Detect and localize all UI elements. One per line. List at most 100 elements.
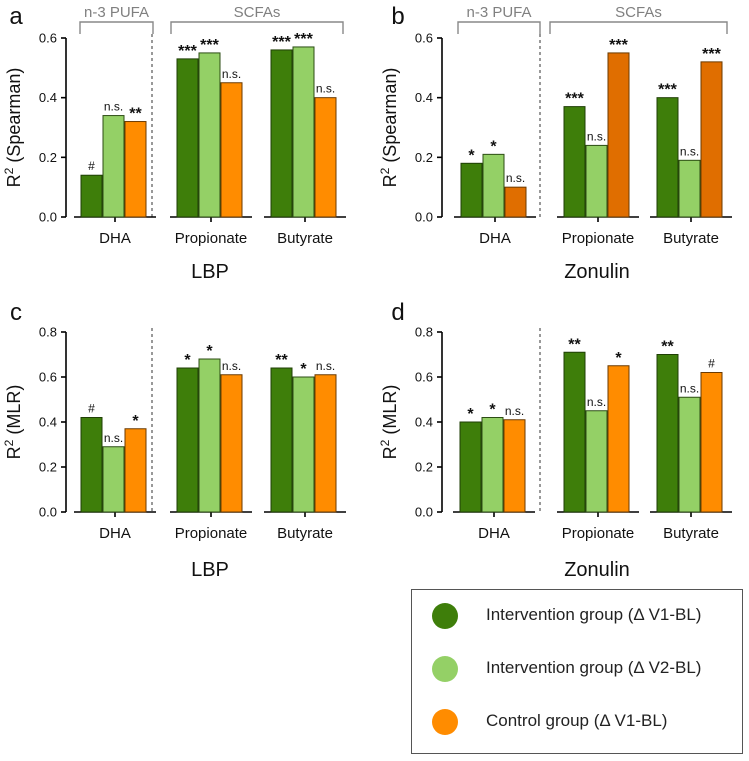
y-tick-label: 0.6: [39, 31, 57, 46]
bar: [607, 52, 630, 218]
bar: [270, 49, 293, 218]
bar: [460, 162, 483, 218]
group-bracket-label: n-3 PUFA: [466, 4, 531, 21]
bar: [607, 365, 630, 513]
significance-label: ***: [294, 31, 313, 48]
bar: [482, 153, 505, 218]
significance-label: n.s.: [505, 404, 524, 418]
significance-label: *: [206, 343, 213, 360]
y-tick-label: 0.4: [39, 90, 57, 105]
legend-item-intervention-v1: Intervention group (Δ V1-BL): [412, 596, 742, 636]
y-tick-label: 0.0: [39, 505, 57, 520]
x-tick-label: Propionate: [175, 230, 248, 247]
significance-label: **: [568, 336, 581, 353]
x-axis-label: Zonulin: [564, 559, 630, 581]
bar: [102, 446, 125, 513]
significance-label: n.s.: [506, 171, 525, 185]
panel-letter: a: [9, 3, 23, 30]
legend-swatch-intervention-v2: [432, 656, 458, 682]
significance-label: ***: [200, 37, 219, 54]
y-tick-label: 0.8: [39, 325, 57, 340]
significance-label: *: [468, 147, 475, 164]
x-tick-label: Propionate: [562, 525, 635, 542]
y-axis-label: R2 (Spearman): [2, 68, 24, 188]
panel-letter: b: [391, 3, 404, 30]
bar: [198, 358, 221, 513]
y-tick-label: 0.0: [415, 210, 433, 225]
y-tick-label: 0.4: [415, 90, 433, 105]
legend-label-control-v1: Control group (Δ V1-BL): [486, 711, 668, 730]
bar: [124, 121, 147, 218]
x-axis-label: LBP: [191, 261, 229, 283]
bar: [503, 419, 526, 513]
x-axis-label: LBP: [191, 559, 229, 581]
significance-label: *: [615, 350, 622, 367]
bar: [220, 82, 243, 218]
y-tick-label: 0.0: [415, 505, 433, 520]
y-tick-label: 0.2: [415, 460, 433, 475]
x-tick-label: DHA: [478, 525, 510, 542]
significance-label: n.s.: [222, 359, 241, 373]
bar: [314, 374, 337, 513]
significance-label: *: [300, 361, 307, 378]
x-tick-label: Butyrate: [277, 525, 333, 542]
bar: [80, 417, 103, 513]
x-axis-label: Zonulin: [564, 261, 630, 283]
y-tick-label: 0.8: [415, 325, 433, 340]
significance-label: n.s.: [222, 67, 241, 81]
group-bracket-label: SCFAs: [234, 4, 281, 21]
significance-label: ***: [702, 46, 721, 63]
significance-label: n.s.: [316, 82, 335, 96]
significance-label: n.s.: [316, 359, 335, 373]
significance-label: *: [467, 406, 474, 423]
y-tick-label: 0.6: [415, 370, 433, 385]
bar: [459, 421, 482, 513]
x-tick-label: Butyrate: [277, 230, 333, 247]
bar: [220, 374, 243, 513]
legend-swatch-intervention-v1: [432, 603, 458, 629]
x-tick-label: Propionate: [175, 525, 248, 542]
bar: [585, 410, 608, 513]
significance-label: *: [489, 402, 496, 419]
bar: [656, 97, 679, 218]
group-bracket: [457, 21, 541, 34]
x-tick-label: DHA: [479, 230, 511, 247]
significance-label: #: [88, 402, 95, 416]
panel-letter: d: [391, 299, 404, 326]
significance-label: ***: [178, 43, 197, 60]
bar: [176, 58, 199, 218]
significance-label: n.s.: [680, 381, 699, 395]
significance-label: #: [88, 159, 95, 173]
y-tick-label: 0.4: [39, 415, 57, 430]
x-tick-label: Propionate: [562, 230, 635, 247]
x-tick-label: Butyrate: [663, 525, 719, 542]
significance-label: *: [184, 352, 191, 369]
y-tick-label: 0.0: [39, 210, 57, 225]
y-axis-label: R2 (Spearman): [378, 68, 400, 188]
bar: [124, 428, 147, 513]
legend-label-intervention-v1: Intervention group (Δ V1-BL): [486, 605, 702, 624]
bar: [198, 52, 221, 218]
group-bracket: [170, 21, 344, 34]
y-tick-label: 0.6: [415, 31, 433, 46]
panel-c: c0.00.20.40.60.8R2 (MLR) #n.s.*DHA**n.s.P…: [2, 299, 346, 581]
x-tick-label: DHA: [99, 525, 131, 542]
bar: [80, 174, 103, 218]
bar: [270, 367, 293, 513]
x-tick-label: Butyrate: [663, 230, 719, 247]
bar: [292, 376, 315, 513]
bar: [700, 61, 723, 218]
significance-label: n.s.: [587, 395, 606, 409]
group-bracket-label: SCFAs: [615, 4, 662, 21]
y-tick-label: 0.6: [39, 370, 57, 385]
panel-letter: c: [10, 299, 22, 326]
y-tick-label: 0.2: [39, 460, 57, 475]
significance-label: n.s.: [104, 100, 123, 114]
significance-label: *: [490, 138, 497, 155]
bar: [563, 351, 586, 513]
group-bracket: [79, 21, 154, 34]
group-bracket: [549, 21, 728, 34]
y-tick-label: 0.2: [39, 150, 57, 165]
significance-label: *: [132, 413, 139, 430]
